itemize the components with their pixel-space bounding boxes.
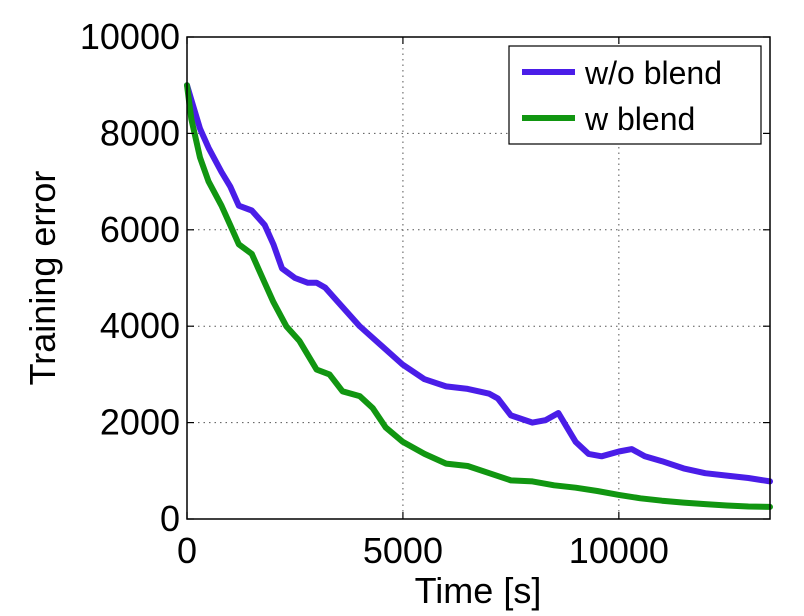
- x-tick-label: 10000: [569, 530, 669, 571]
- legend-box: [508, 45, 762, 145]
- series-line-w-o-blend: [184, 82, 773, 485]
- y-tick-label: 2000: [100, 402, 180, 443]
- legend-label-w-blend: w blend: [584, 101, 695, 137]
- tick-labels: 0 5000 10000 0 2000 4000 6000 8000 10000: [80, 16, 669, 571]
- plot-frame: [186, 36, 771, 520]
- y-tick-label: 6000: [100, 209, 180, 250]
- legend-label-w-o-blend: w/o blend: [584, 55, 722, 91]
- series-group: [184, 82, 773, 510]
- x-axis-label: Time [s]: [415, 570, 542, 611]
- y-tick-label: 10000: [80, 16, 180, 57]
- x-tick-label: 0: [177, 530, 197, 571]
- legend: w/o blend w blend: [508, 45, 762, 145]
- y-tick-label: 4000: [100, 305, 180, 346]
- y-tick-label: 8000: [100, 112, 180, 153]
- y-tick-label: 0: [160, 498, 180, 539]
- tick-marks: [186, 36, 770, 520]
- series-line-w-blend: [184, 82, 773, 510]
- x-tick-label: 5000: [363, 530, 443, 571]
- y-axis-label: Training error: [22, 171, 63, 386]
